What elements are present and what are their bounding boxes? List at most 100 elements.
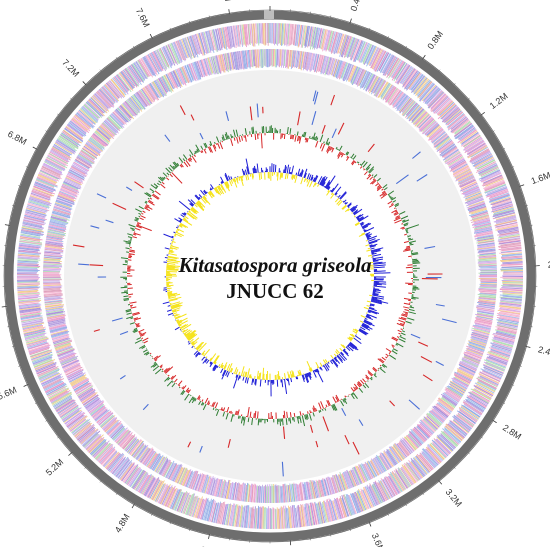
axis-tick-label: 5.2M bbox=[44, 457, 66, 478]
gc-content-bar bbox=[343, 153, 346, 156]
cds-feature bbox=[81, 149, 96, 160]
cds-feature bbox=[414, 111, 428, 125]
gc-content-bar bbox=[221, 408, 224, 411]
cds-feature bbox=[353, 67, 362, 84]
cds-feature bbox=[338, 498, 346, 518]
cds-feature bbox=[33, 358, 52, 367]
cds-feature bbox=[490, 348, 511, 357]
gc-content-bar bbox=[306, 413, 309, 419]
cds-feature bbox=[60, 355, 79, 364]
cds-feature bbox=[382, 84, 394, 101]
cds-feature bbox=[281, 49, 284, 66]
cds-feature bbox=[198, 32, 206, 54]
cds-feature bbox=[53, 207, 72, 214]
gc-skew-bar bbox=[351, 212, 353, 214]
cds-feature bbox=[382, 84, 393, 100]
cds-feature bbox=[187, 64, 195, 80]
gc-skew-bar bbox=[281, 379, 284, 388]
cds-feature bbox=[384, 85, 395, 101]
cds-feature bbox=[17, 260, 39, 263]
cds-feature bbox=[425, 446, 441, 464]
cds-feature bbox=[444, 425, 463, 442]
gc-skew-bar bbox=[368, 238, 380, 244]
cds-feature bbox=[45, 382, 65, 393]
cds-feature bbox=[483, 174, 503, 184]
cds-feature bbox=[475, 384, 494, 395]
gc-skew-bar bbox=[361, 323, 373, 330]
cds-feature bbox=[450, 420, 468, 435]
cds-feature bbox=[225, 26, 231, 50]
cds-feature bbox=[89, 137, 105, 150]
cds-feature bbox=[466, 195, 483, 202]
cds-feature bbox=[407, 105, 421, 119]
cds-feature bbox=[463, 356, 480, 365]
cds-feature bbox=[478, 304, 495, 308]
cds-feature bbox=[51, 148, 71, 161]
gc-skew-bar bbox=[251, 378, 254, 385]
cds-feature bbox=[456, 415, 473, 429]
gc-skew-bar bbox=[330, 359, 333, 362]
cds-feature bbox=[98, 445, 114, 463]
cds-feature bbox=[29, 347, 50, 356]
gc-content-bar bbox=[200, 402, 204, 406]
gc-skew-bar bbox=[347, 208, 351, 212]
gc-content-bar bbox=[233, 129, 236, 138]
cds-feature bbox=[201, 59, 208, 77]
gc-content-bar bbox=[164, 376, 170, 382]
cds-feature bbox=[458, 178, 476, 187]
cds-feature bbox=[100, 415, 116, 429]
cds-feature bbox=[119, 461, 133, 480]
gc-content-bar bbox=[291, 134, 293, 139]
cds-feature bbox=[345, 496, 353, 516]
gc-content-bar bbox=[215, 408, 217, 411]
gc-content-bar bbox=[315, 141, 319, 148]
gc-skew-bar bbox=[163, 289, 167, 291]
cds-feature bbox=[257, 507, 260, 529]
cds-feature bbox=[492, 337, 514, 345]
gc-content-bar bbox=[135, 208, 143, 213]
gc-skew-bar bbox=[209, 361, 212, 364]
cds-feature bbox=[339, 34, 346, 54]
gc-skew-bar bbox=[352, 330, 357, 334]
cds-feature bbox=[499, 306, 521, 311]
cds-feature bbox=[224, 26, 230, 49]
cds-feature bbox=[254, 49, 257, 69]
gc-content-bar bbox=[294, 135, 297, 142]
cds-feature bbox=[226, 26, 232, 49]
cds-feature bbox=[71, 419, 89, 434]
gc-skew-bar bbox=[220, 176, 225, 184]
cds-feature bbox=[128, 440, 140, 454]
gc-content-bar bbox=[154, 368, 162, 375]
gc-content-bar bbox=[233, 414, 235, 417]
cds-feature bbox=[351, 66, 360, 85]
gc-skew-bar bbox=[246, 166, 249, 175]
cds-feature bbox=[163, 461, 173, 478]
cds-feature bbox=[405, 436, 417, 450]
gc-content-bar bbox=[180, 389, 185, 395]
gc-skew-bar bbox=[209, 187, 213, 191]
cds-feature bbox=[193, 34, 201, 54]
gc-content-bar bbox=[133, 233, 137, 236]
gc-content-bar bbox=[140, 334, 145, 337]
cds-feature bbox=[391, 59, 403, 78]
cds-feature bbox=[484, 366, 504, 376]
cds-feature bbox=[43, 286, 62, 289]
cds-feature bbox=[410, 428, 424, 444]
cds-feature bbox=[402, 68, 415, 86]
cds-feature bbox=[44, 253, 63, 257]
cds-feature bbox=[478, 169, 500, 180]
gc-skew-bar bbox=[305, 178, 307, 181]
gc-skew-bar bbox=[319, 175, 326, 186]
cds-feature bbox=[366, 486, 376, 507]
cds-feature bbox=[59, 354, 76, 362]
gc-content-bar bbox=[396, 342, 404, 348]
cds-feature bbox=[167, 487, 178, 508]
cds-feature bbox=[218, 28, 224, 49]
cds-feature bbox=[445, 391, 460, 402]
gc-skew-bar bbox=[335, 192, 338, 196]
cds-feature bbox=[478, 240, 495, 245]
cds-feature bbox=[221, 504, 227, 525]
gc-skew-bar bbox=[177, 225, 179, 227]
gc-skew-bar bbox=[179, 324, 187, 329]
cds-feature bbox=[486, 357, 507, 367]
